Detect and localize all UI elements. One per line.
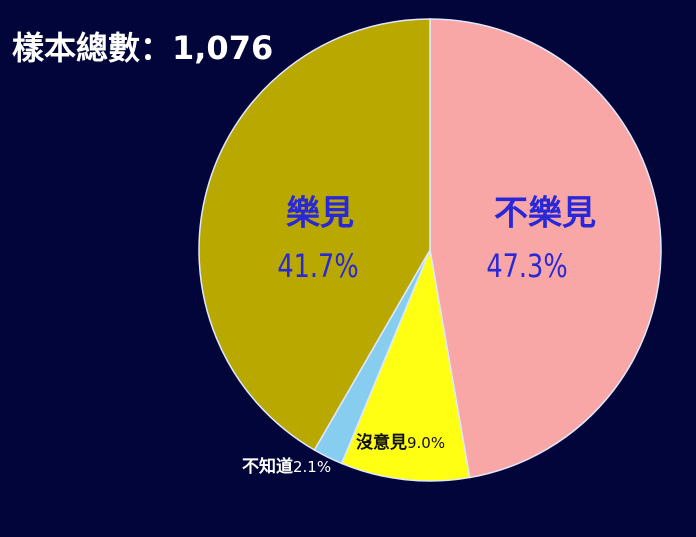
slice-label: 沒意見 (356, 432, 407, 453)
slice-label: 樂見 (286, 194, 354, 234)
value-label: 2.1% (293, 458, 331, 476)
chart-title: 樣本總數：1,076 (12, 29, 273, 67)
slice-label: 不知道 (242, 456, 293, 477)
value-label: 9.0% (407, 434, 445, 452)
labels: 不樂見 47.3% 沒意見9.0% 不知道2.1% 樂見 41.7% (242, 194, 596, 478)
pie-slice (340, 247, 471, 482)
pie-slice (429, 18, 662, 479)
slice-label-group: 不知道2.1% (242, 456, 331, 477)
pie-slice (198, 18, 431, 452)
value-label: 47.3% (486, 247, 567, 285)
slice-label-group: 沒意見9.0% (356, 432, 445, 453)
pie (198, 18, 662, 482)
value-label: 41.7% (277, 247, 358, 285)
slice-label: 不樂見 (494, 194, 596, 234)
